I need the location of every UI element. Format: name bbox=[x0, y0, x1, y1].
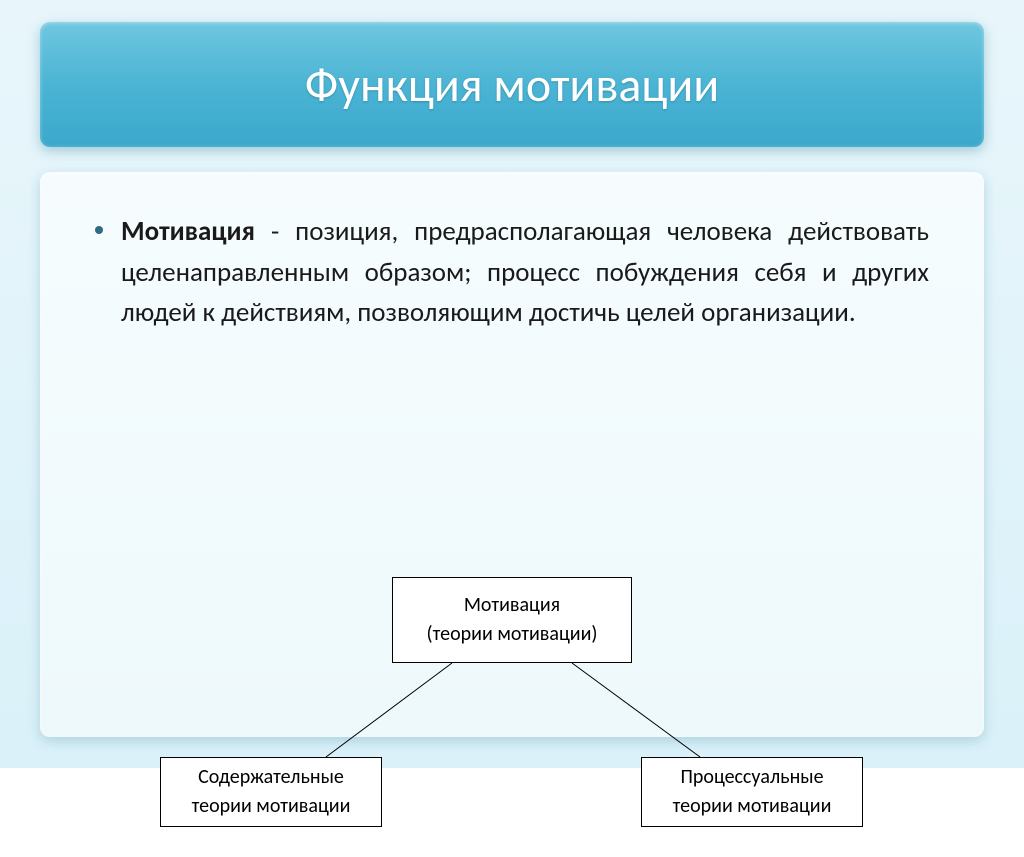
edge-root-left bbox=[326, 663, 452, 757]
bullet-icon bbox=[95, 226, 103, 234]
edge-root-right bbox=[572, 663, 700, 757]
bullet-row: Мотивация - позиция, предрасполагающая ч… bbox=[95, 212, 929, 334]
title-box: Функция мотивации bbox=[40, 22, 984, 147]
term-bold: Мотивация bbox=[121, 215, 255, 248]
node-right-line2: теории мотивации bbox=[673, 792, 832, 821]
node-left-line2: теории мотивации bbox=[192, 792, 351, 821]
slide: Функция мотивации Мотивация - позиция, п… bbox=[0, 0, 1024, 768]
content-box: Мотивация - позиция, предрасполагающая ч… bbox=[40, 172, 984, 737]
node-root: Мотивация (теории мотивации) bbox=[392, 577, 632, 663]
slide-title: Функция мотивации bbox=[305, 55, 720, 114]
definition-text: Мотивация - позиция, предрасполагающая ч… bbox=[121, 212, 929, 334]
node-left-line1: Содержательные bbox=[198, 763, 344, 792]
node-root-line1: Мотивация bbox=[464, 591, 560, 620]
node-root-line2: (теории мотивации) bbox=[427, 620, 598, 649]
node-right-line1: Процессуальные bbox=[680, 763, 823, 792]
motivation-diagram: Мотивация (теории мотивации) Содержатель… bbox=[40, 577, 984, 857]
